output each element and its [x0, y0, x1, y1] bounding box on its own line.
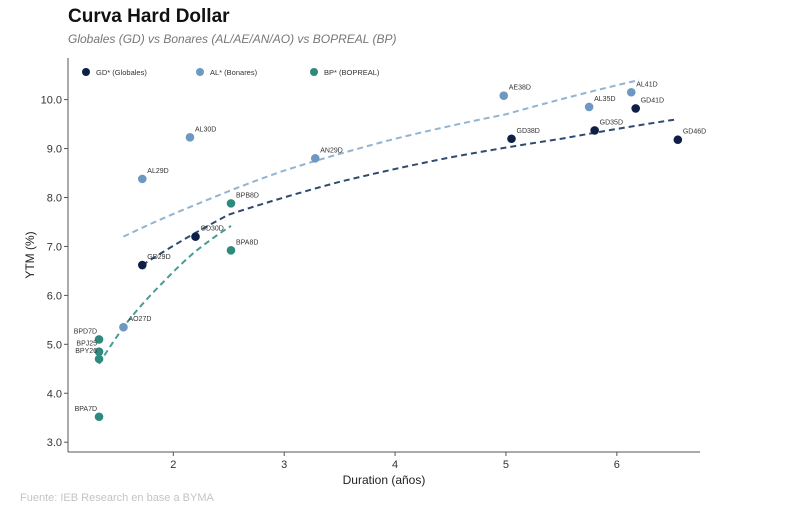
data-point — [590, 126, 599, 135]
point-label: BPD7D — [74, 328, 97, 335]
point-label: GD41D — [641, 97, 664, 104]
trend-line — [98, 225, 232, 365]
data-point — [310, 154, 320, 163]
point-label: BPB8D — [236, 192, 259, 199]
x-tick-label: 4 — [392, 459, 398, 471]
data-point — [507, 134, 516, 144]
data-point — [94, 354, 104, 364]
point-label: AL35D — [594, 96, 615, 103]
y-tick-label: 7.0 — [47, 241, 62, 253]
x-tick-label: 3 — [281, 459, 287, 471]
chart-axes: 3.0 4.0 5.0 6.0 7.0 8.0 9.0 10.0 2 3 4 5 6 Duration (… — [23, 58, 700, 487]
point-label: GD29D — [147, 254, 170, 261]
x-tick-label: 6 — [614, 459, 620, 471]
point-label: GD38D — [517, 128, 540, 135]
point-label: AN29D — [320, 147, 343, 154]
legend-label: GD* (Globales) — [96, 68, 147, 77]
legend-label: BP* (BOPREAL) — [324, 68, 380, 77]
point-label: GD35D — [600, 119, 623, 126]
y-tick-label: 5.0 — [47, 339, 62, 351]
legend-label: AL* (Bonares) — [210, 68, 258, 77]
point-label: BPY26 — [75, 348, 97, 355]
point-label: AL29D — [147, 168, 168, 175]
data-point — [499, 91, 509, 100]
trend-line — [141, 118, 678, 266]
legend-marker — [310, 68, 318, 76]
data-point — [119, 322, 128, 332]
data-point — [137, 174, 147, 184]
point-label: BPA8D — [236, 239, 258, 246]
source-note: Fuente: IEB Research en base a BYMA — [20, 492, 214, 504]
data-points: GD29D GD30D GD38D GD35D GD41D GD46D AL29D AL30D… — [74, 81, 706, 422]
point-label: BPA7D — [75, 406, 97, 413]
data-point — [226, 199, 236, 208]
point-label: AL41D — [636, 81, 657, 88]
y-tick-label: 9.0 — [47, 144, 62, 156]
x-tick-label: 2 — [170, 459, 176, 471]
data-point — [673, 135, 683, 145]
x-axis-title: Duration (años) — [343, 473, 426, 487]
data-point — [584, 102, 594, 112]
y-tick-label: 10.0 — [41, 95, 62, 107]
data-point — [191, 232, 200, 241]
y-tick-label: 4.0 — [47, 388, 62, 400]
point-label: AL30D — [195, 126, 216, 133]
chart-title: Curva Hard Dollar — [68, 6, 230, 27]
trend-lines — [98, 79, 678, 365]
data-point — [94, 335, 104, 344]
data-point — [94, 347, 104, 356]
point-label: GD46D — [683, 129, 706, 136]
data-point — [626, 87, 636, 97]
data-point — [185, 132, 195, 142]
x-tick-label: 5 — [503, 459, 509, 471]
data-point — [94, 412, 104, 422]
y-axis-title: YTM (%) — [23, 231, 37, 278]
legend-marker — [196, 68, 204, 76]
data-point — [226, 246, 236, 255]
legend: GD* (Globales) AL* (Bonares) BP* (BOPREAL) — [82, 68, 380, 77]
y-tick-label: 8.0 — [47, 192, 62, 204]
point-label: BPJ25 — [76, 341, 97, 348]
data-point — [137, 260, 147, 270]
point-label: AE38D — [509, 85, 531, 92]
y-tick-label: 3.0 — [47, 437, 62, 449]
data-point — [631, 104, 640, 113]
trend-line — [123, 79, 640, 238]
chart-subtitle: Globales (GD) vs Bonares (AL/AE/AN/AO) v… — [68, 32, 397, 46]
legend-marker — [82, 68, 90, 76]
y-tick-label: 6.0 — [47, 290, 62, 302]
point-label: GD30D — [201, 226, 224, 233]
point-label: AO27D — [128, 316, 151, 323]
